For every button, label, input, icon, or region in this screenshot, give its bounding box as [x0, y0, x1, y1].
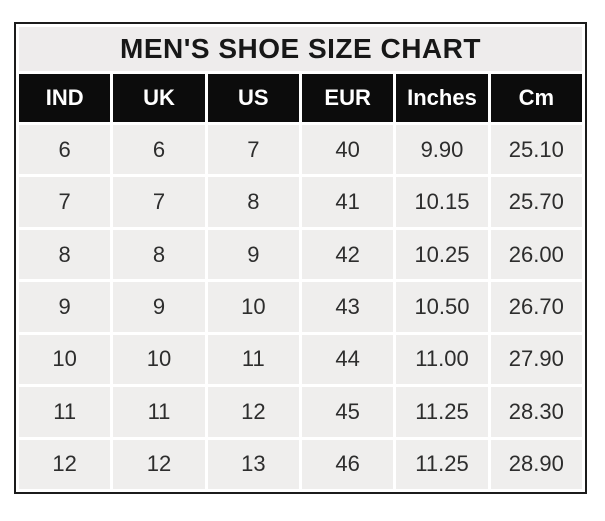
- table-cell: 6: [113, 125, 205, 175]
- table-cell: 11.25: [396, 387, 488, 437]
- table-cell: 7: [19, 177, 111, 227]
- table-cell: 10.25: [396, 229, 488, 280]
- table-cell: 7: [113, 177, 205, 227]
- table-cell: 10: [207, 282, 299, 332]
- table-cell: 11: [113, 387, 205, 437]
- table-cell: 26.00: [490, 229, 582, 280]
- table-cell: 42: [301, 229, 394, 280]
- table-head: MEN'S SHOE SIZE CHART IND UK US EUR Inch…: [19, 27, 582, 122]
- table-cell: 6: [19, 125, 111, 175]
- column-header-cm: Cm: [490, 74, 582, 122]
- table-cell: 12: [113, 439, 205, 489]
- table-cell: 12: [207, 387, 299, 437]
- table-cell: 9: [113, 282, 205, 332]
- table-row: 9 9 10 43 10.50 26.70: [19, 282, 582, 332]
- table-cell: 28.30: [490, 387, 582, 437]
- shoe-size-table: MEN'S SHOE SIZE CHART IND UK US EUR Inch…: [14, 22, 587, 494]
- table-cell: 27.90: [490, 334, 582, 385]
- column-header-us: US: [207, 74, 299, 122]
- table-row: 8 8 9 42 10.25 26.00: [19, 229, 582, 280]
- table-cell: 9: [207, 229, 299, 280]
- table-cell: 9: [19, 282, 111, 332]
- column-header-eur: EUR: [301, 74, 394, 122]
- table-row: 7 7 8 41 10.15 25.70: [19, 177, 582, 227]
- table-cell: 13: [207, 439, 299, 489]
- table-cell: 45: [301, 387, 394, 437]
- table-cell: 10: [19, 334, 111, 385]
- table-title: MEN'S SHOE SIZE CHART: [19, 27, 582, 71]
- table-cell: 11.00: [396, 334, 488, 385]
- table-cell: 26.70: [490, 282, 582, 332]
- table-cell: 41: [301, 177, 394, 227]
- header-row: IND UK US EUR Inches Cm: [19, 74, 582, 122]
- table-cell: 25.10: [490, 125, 582, 175]
- table-cell: 8: [207, 177, 299, 227]
- table-cell: 43: [301, 282, 394, 332]
- table-cell: 10: [113, 334, 205, 385]
- table-cell: 25.70: [490, 177, 582, 227]
- table-cell: 11.25: [396, 439, 488, 489]
- table-cell: 8: [19, 229, 111, 280]
- table-row: 6 6 7 40 9.90 25.10: [19, 125, 582, 175]
- table-cell: 11: [207, 334, 299, 385]
- column-header-ind: IND: [19, 74, 111, 122]
- table-row: 10 10 11 44 11.00 27.90: [19, 334, 582, 385]
- table-cell: 11: [19, 387, 111, 437]
- table-cell: 46: [301, 439, 394, 489]
- table-row: 12 12 13 46 11.25 28.90: [19, 439, 582, 489]
- title-row: MEN'S SHOE SIZE CHART: [19, 27, 582, 71]
- table-cell: 40: [301, 125, 394, 175]
- table-cell: 12: [19, 439, 111, 489]
- table-row: 11 11 12 45 11.25 28.30: [19, 387, 582, 437]
- table-cell: 10.15: [396, 177, 488, 227]
- table-cell: 9.90: [396, 125, 488, 175]
- table-cell: 28.90: [490, 439, 582, 489]
- table-cell: 10.50: [396, 282, 488, 332]
- table-body: 6 6 7 40 9.90 25.10 7 7 8 41 10.15 25.70…: [19, 125, 582, 489]
- table-cell: 8: [113, 229, 205, 280]
- table-cell: 44: [301, 334, 394, 385]
- table-cell: 7: [207, 125, 299, 175]
- column-header-inches: Inches: [396, 74, 488, 122]
- column-header-uk: UK: [113, 74, 205, 122]
